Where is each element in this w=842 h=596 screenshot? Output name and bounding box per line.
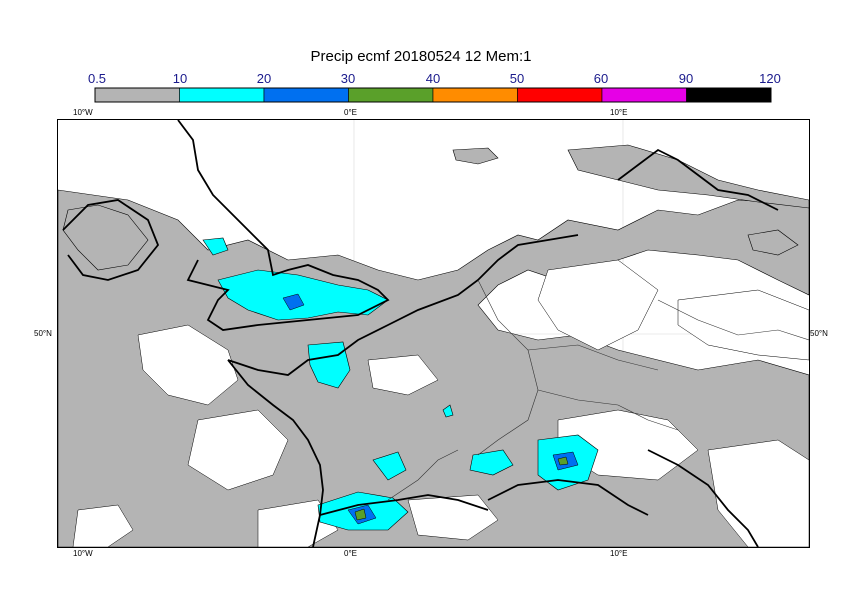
precip-30-40-areas (354, 456, 569, 521)
legend-label-4: 40 (425, 71, 441, 86)
lat-tick-right-50n: 50°N (810, 329, 828, 338)
national-borders (387, 279, 809, 501)
legend-box-3 (348, 87, 434, 103)
legend-box-1 (179, 87, 265, 103)
legend-box-0 (94, 87, 180, 103)
lon-tick-bottom-10e: 10°E (610, 549, 628, 558)
legend-box-5 (517, 87, 603, 103)
legend-label-3: 30 (340, 71, 356, 86)
lon-tick-bottom-0e: 0°E (344, 549, 357, 558)
map-title: Precip ecmf 20180524 12 Mem:1 (310, 48, 532, 65)
legend-label-2: 20 (256, 71, 272, 86)
legend-label-8: 120 (759, 71, 781, 86)
legend-label-0: 0.5 (87, 71, 107, 86)
legend-label-6: 60 (593, 71, 609, 86)
precip-map-canvas (58, 120, 809, 547)
lon-tick-top-10w: 10°W (73, 108, 93, 117)
legend-box-2 (263, 87, 349, 103)
legend-box-6 (601, 87, 687, 103)
legend-label-5: 50 (509, 71, 525, 86)
lon-tick-top-0e: 0°E (344, 108, 357, 117)
lon-tick-bottom-10w: 10°W (73, 549, 93, 558)
lon-tick-top-10e: 10°E (610, 108, 628, 117)
precip-gaps (72, 259, 809, 547)
legend-box-7 (686, 87, 772, 103)
legend-colorbar (94, 87, 772, 103)
precip-10-20-areas (202, 237, 599, 531)
precip-map (57, 119, 810, 548)
coastlines (62, 120, 779, 547)
legend-box-4 (432, 87, 518, 103)
legend-label-1: 10 (172, 71, 188, 86)
lat-tick-left-50n: 50°N (34, 329, 52, 338)
legend-label-7: 90 (678, 71, 694, 86)
